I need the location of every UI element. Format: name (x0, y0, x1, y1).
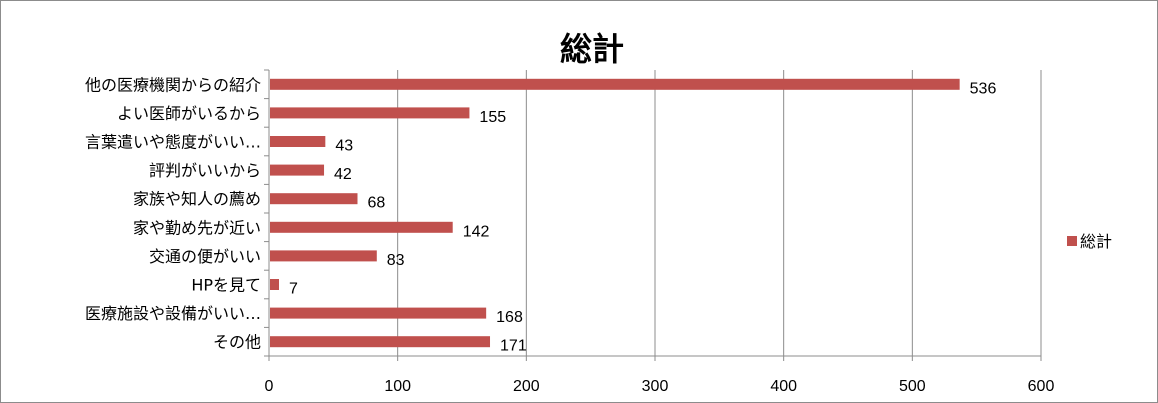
data-label: 168 (496, 309, 523, 326)
category-label: 家族や知人の薦め (133, 190, 261, 209)
data-label: 155 (479, 109, 506, 126)
bar (270, 136, 326, 147)
category-label: よい医師がいるから (117, 104, 261, 123)
data-label: 536 (970, 80, 997, 97)
category-label: HPを見て (191, 276, 261, 295)
category-label: 言葉遣いや態度がいい… (85, 133, 261, 152)
bar (270, 250, 377, 262)
bar (270, 164, 325, 176)
gridlines (264, 69, 1042, 361)
category-label: 医療施設や設備がいい… (85, 304, 261, 323)
bar (270, 107, 470, 119)
x-tick-label: 600 (1028, 378, 1055, 395)
data-label: 7 (289, 281, 298, 298)
bar (270, 221, 453, 233)
bar (270, 336, 491, 348)
data-label: 42 (334, 166, 352, 183)
x-tick-label: 300 (642, 378, 669, 395)
category-label: 評判がいいから (149, 161, 261, 180)
x-tick-label: 200 (513, 378, 540, 395)
chart-title: 総計 (560, 30, 624, 68)
data-label: 171 (500, 338, 527, 355)
legend-label: 総計 (1080, 232, 1112, 251)
data-label: 83 (387, 252, 405, 269)
bar (270, 193, 358, 205)
bar (270, 279, 280, 290)
x-tick-label: 500 (899, 378, 926, 395)
data-labels: 536 155 43 42 68 142 83 7 168 171 (289, 80, 996, 354)
category-label: 他の医療機関からの紹介 (85, 75, 261, 94)
x-tick-labels: 0 100 200 300 400 500 600 (265, 378, 1055, 395)
category-label: その他 (213, 333, 261, 352)
legend: 総計 (1067, 232, 1112, 251)
category-label: 家や勤め先が近い (133, 218, 261, 237)
x-tick-label: 100 (384, 378, 411, 395)
legend-swatch (1067, 236, 1077, 246)
data-label: 142 (463, 223, 490, 240)
bar (270, 78, 960, 90)
category-label: 交通の便がいい (149, 247, 261, 266)
bar (270, 307, 487, 319)
data-label: 43 (335, 138, 353, 155)
bars (270, 78, 960, 348)
x-tick-label: 0 (265, 378, 274, 395)
data-label: 68 (367, 195, 385, 212)
x-tick-label: 400 (770, 378, 797, 395)
